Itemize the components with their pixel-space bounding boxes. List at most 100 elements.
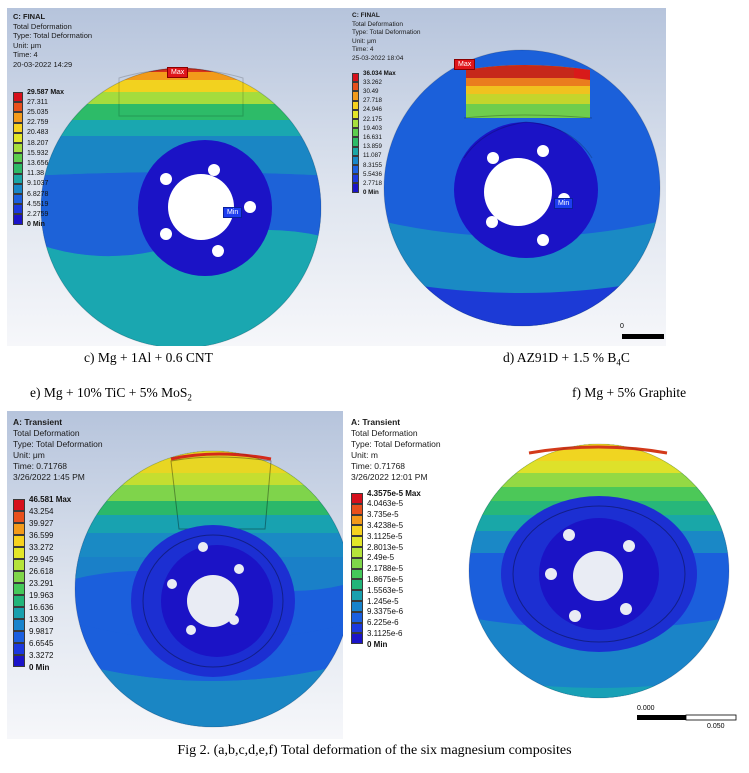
legend-swatch xyxy=(13,667,25,679)
legend-swatch xyxy=(351,568,363,580)
legend-value: 33.262 xyxy=(363,78,382,86)
legend-value: 27.718 xyxy=(363,97,382,105)
max-probe-tag: Max xyxy=(454,59,476,70)
result-info-line: Total Deformation xyxy=(13,428,80,438)
legend-swatch xyxy=(13,112,23,123)
legend-entry: 27.311 xyxy=(13,98,48,113)
legend-swatch xyxy=(352,137,359,147)
legend-value: 29.945 xyxy=(29,554,54,564)
legend-entry: 22.759 xyxy=(13,119,48,133)
legend-swatch xyxy=(13,225,23,235)
legend-value: 3.3272 xyxy=(29,650,54,660)
legend-swatch xyxy=(352,91,359,101)
legend-entry: 3.1125e-5 xyxy=(351,532,402,547)
legend-value: 2.49e-5 xyxy=(367,553,395,563)
legend-value: 3.1125e-6 xyxy=(367,628,403,638)
legend-swatch xyxy=(351,633,363,645)
legend-value: 33.272 xyxy=(29,542,54,552)
legend-swatch xyxy=(351,503,363,515)
legend-value: 5.5436 xyxy=(363,170,382,178)
brake-disc-d xyxy=(383,49,664,339)
result-info-f: A: Transient Total Deformation Type: Tot… xyxy=(351,417,441,483)
legend-swatch xyxy=(13,499,25,511)
legend-value: 1.8675e-5 xyxy=(367,574,404,584)
legend-entry: 36.034 Max xyxy=(352,70,396,83)
legend-entry: 3.4238e-5 xyxy=(351,521,403,537)
legend-value: 9.3375e-6 xyxy=(367,607,404,617)
legend-swatch xyxy=(352,183,359,193)
legend-entry: 19.963 xyxy=(13,591,53,607)
scale-bar-right-label: 0.050 xyxy=(707,723,725,730)
legend-value: 30.49 xyxy=(363,87,379,95)
scale-bar-left-label: 0.000 xyxy=(637,705,655,712)
legend-value: 6.8278 xyxy=(27,190,49,198)
legend-swatch xyxy=(13,143,23,154)
legend-entry: 6.8278 xyxy=(13,190,49,205)
brake-disc-e xyxy=(74,450,343,728)
legend-swatch xyxy=(351,557,363,569)
legend-value: 16.631 xyxy=(363,133,382,141)
legend-value: 9.1037 xyxy=(27,180,49,188)
legend-value: 27.311 xyxy=(27,98,48,106)
analysis-title: A: Transient xyxy=(351,417,401,427)
legend-value: 46.581 Max xyxy=(29,494,72,504)
legend-swatch xyxy=(13,631,25,643)
legend-swatch xyxy=(13,655,25,667)
legend-value: 0 Min xyxy=(29,662,50,672)
legend-entry: 1.245e-5 xyxy=(351,597,399,612)
legend-swatch xyxy=(13,163,23,174)
contour-legend-f: 4.3575e-5 Max 4.0463e-5 3.735e-5 3.4238e-5 3… xyxy=(351,489,451,663)
legend-entry: 16.636 xyxy=(13,603,53,619)
legend-entry: 4.5519 xyxy=(13,200,49,215)
legend-value: 13.859 xyxy=(363,143,382,151)
legend-swatch xyxy=(352,109,359,119)
legend-value: 18.207 xyxy=(27,139,49,147)
legend-value: 19.403 xyxy=(363,124,382,132)
caption-e-text: e) Mg + 10% TiC + 5% MoS xyxy=(30,385,188,400)
legend-entry: 26.618 xyxy=(13,567,53,583)
legend-entry: 6.225e-6 xyxy=(351,618,399,634)
result-info-line: Time: 0.71768 xyxy=(13,461,68,471)
legend-value: 4.3575e-5 Max xyxy=(367,488,421,498)
legend-entry: 23.291 xyxy=(13,579,53,595)
legend-entry: 18.207 xyxy=(13,139,49,154)
legend-entry: 29.945 xyxy=(13,555,53,571)
legend-swatch xyxy=(13,173,23,184)
legend-entry: 43.254 xyxy=(13,507,53,523)
legend-value: 26.618 xyxy=(29,566,54,576)
legend-swatch xyxy=(13,132,23,143)
legend-value: 23.291 xyxy=(29,578,54,588)
legend-swatch xyxy=(352,174,359,184)
legend-entry: 2.1788e-5 xyxy=(351,564,403,580)
legend-entry: 9.3375e-6 xyxy=(351,607,403,623)
legend-value: 19.963 xyxy=(29,590,54,600)
legend-entry: 2.7718 xyxy=(352,179,382,193)
result-info-line: Unit: μm xyxy=(13,40,42,50)
legend-swatch xyxy=(13,511,25,523)
legend-value: 13.309 xyxy=(29,614,54,624)
legend-swatch xyxy=(351,622,363,634)
caption-d: d) AZ91D + 1.5 % B4C xyxy=(503,350,630,368)
caption-e-subscript: 2 xyxy=(187,392,192,403)
caption-d-text: d) AZ91D + 1.5 % B xyxy=(503,350,617,365)
legend-swatch xyxy=(13,571,25,583)
legend-value: 0 Min xyxy=(27,221,45,229)
legend-entry: 4.0463e-5 xyxy=(351,499,403,515)
legend-value: 4.5519 xyxy=(27,200,49,208)
scale-bar-label: 0 xyxy=(620,323,624,330)
max-probe-tag: Max xyxy=(167,67,189,78)
result-info-e: A: Transient Total Deformation Type: Tot… xyxy=(13,417,103,483)
legend-swatch xyxy=(352,119,359,129)
legend-entry: 0 Min xyxy=(13,663,49,679)
legend-entry: 13.309 xyxy=(13,615,53,631)
legend-value: 0 Min xyxy=(367,639,388,649)
legend-value: 2.7718 xyxy=(363,179,382,187)
legend-entry: 1.8675e-5 xyxy=(351,575,403,591)
result-info-line: Total Deformation xyxy=(351,428,418,438)
result-info-line: Time: 0.71768 xyxy=(351,461,406,471)
figure-caption: Fig 2. (a,b,c,d,e,f) Total deformation o… xyxy=(177,743,572,758)
legend-value: 29.587 Max xyxy=(27,88,64,96)
legend-swatch xyxy=(13,643,25,655)
legend-swatch xyxy=(13,535,25,547)
caption-e: e) Mg + 10% TiC + 5% MoS2 xyxy=(30,385,192,403)
